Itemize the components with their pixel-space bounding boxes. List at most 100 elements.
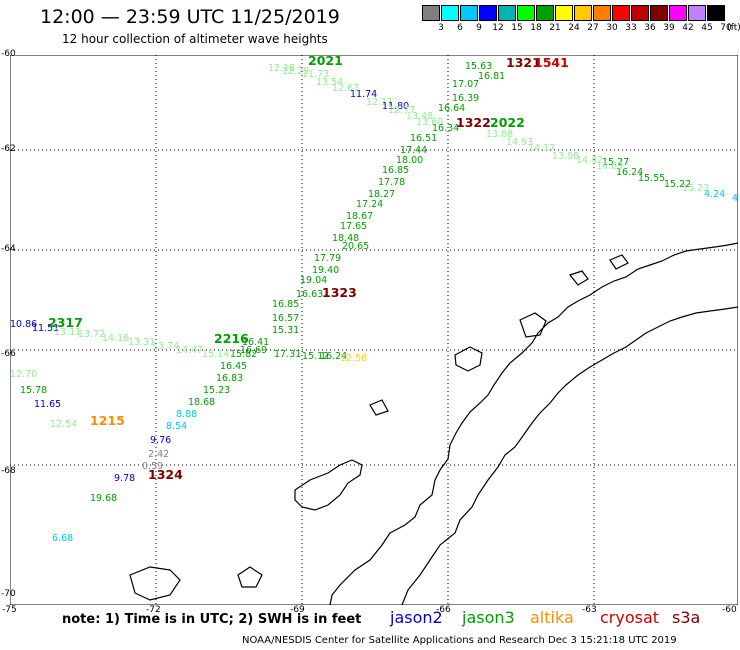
- wave-height-label: 14.69: [596, 161, 623, 172]
- legend-swatch: [574, 5, 592, 21]
- wave-height-label: 15.31: [272, 325, 299, 336]
- wave-height-label: 12.29: [282, 66, 309, 77]
- wave-height-label: 14.42: [576, 155, 603, 166]
- island-small-3: [369, 399, 389, 416]
- longitude-label: -60: [722, 605, 737, 615]
- wave-height-label: 17.78: [378, 177, 405, 188]
- wave-height-label: 15.82: [230, 349, 257, 360]
- legend-label: 30: [606, 23, 618, 33]
- legend-swatch: [422, 5, 440, 21]
- map-subtitle: 12 hour collection of altimeter wave hei…: [62, 32, 328, 46]
- wave-height-label: 15.78: [20, 385, 47, 396]
- wave-height-label: 19.68: [90, 493, 117, 504]
- time-label: 2317: [48, 315, 83, 330]
- longitude-label: -66: [436, 605, 451, 615]
- satellite-name: s3a: [672, 608, 701, 627]
- color-legend: 3 6 9 12 15 18 21 24 27 30 33 36 39 42 45 70 (ft): [422, 5, 740, 35]
- legend-label: 18: [530, 23, 542, 33]
- wave-height-label: 13.48: [406, 111, 433, 122]
- wave-height-label: 9.76: [150, 435, 171, 446]
- wave-height-label: 16.51: [410, 133, 437, 144]
- peninsula-coastline: [329, 242, 738, 605]
- wave-height-label: 13.88: [486, 129, 513, 140]
- island-brabant: [519, 312, 547, 338]
- wave-height-label: 13.72: [78, 329, 105, 340]
- wave-height-label: 16.45: [220, 361, 247, 372]
- legend-swatch: [631, 5, 649, 21]
- wave-height-label: 15.22: [682, 183, 709, 194]
- legend-color-bar: [422, 5, 726, 21]
- legend-swatch: [479, 5, 497, 21]
- coastline: [129, 242, 738, 605]
- wave-height-label: 19.40: [312, 265, 339, 276]
- latitude-label: -64: [1, 244, 16, 254]
- wave-height-label: 16.63: [296, 289, 323, 300]
- satellite-name: altika: [530, 608, 574, 627]
- inner-coast: [401, 306, 738, 605]
- island-anvers: [454, 346, 483, 372]
- legend-swatch: [517, 5, 535, 21]
- wave-height-label: 12.18: [268, 63, 295, 74]
- wave-height-label: 8.88: [176, 409, 197, 420]
- legend-label: 70: [720, 23, 732, 33]
- legend-label: 27: [587, 23, 599, 33]
- wave-height-label: 16.41: [242, 337, 269, 348]
- time-label: 1321: [506, 55, 541, 70]
- wave-height-label: 18.27: [368, 189, 395, 200]
- wave-height-label: 11.65: [34, 399, 61, 410]
- satellite-name: jason2: [390, 608, 443, 627]
- wave-height-label: 4.40: [732, 193, 738, 204]
- wave-height-label: 13.54: [316, 77, 343, 88]
- time-label: 1541: [534, 55, 569, 70]
- wave-height-label: 16.57: [272, 313, 299, 324]
- wave-height-label: 17.79: [314, 253, 341, 264]
- longitude-label: -75: [2, 605, 17, 615]
- wave-height-label: 12.67: [332, 83, 359, 94]
- wave-height-label: 16.34: [432, 123, 459, 134]
- wave-height-label: 9.78: [114, 473, 135, 484]
- legend-swatch: [688, 5, 706, 21]
- wave-height-label: 11.74: [350, 89, 377, 100]
- latitude-label: -70: [1, 589, 16, 599]
- satellite-name: jason3: [462, 608, 515, 627]
- wave-height-label: 4.24: [704, 189, 725, 200]
- map-frame: [10, 55, 738, 605]
- wave-height-label: 18.68: [188, 397, 215, 408]
- wave-height-label: 16.85: [382, 165, 409, 176]
- credit-line: NOAA/NESDIS Center for Satellite Applica…: [242, 635, 677, 646]
- longitude-label: -63: [582, 605, 597, 615]
- wave-height-label: 11.51: [32, 323, 59, 334]
- wave-height-label: 17.65: [340, 221, 367, 232]
- legend-label: 45: [701, 23, 713, 33]
- wave-height-label: 19.04: [300, 275, 327, 286]
- legend-label: 21: [549, 23, 561, 33]
- wave-height-label: 17.07: [452, 79, 479, 90]
- island-small-4: [237, 566, 263, 588]
- wave-height-label: 15.63: [465, 61, 492, 72]
- time-label: 1324: [148, 467, 183, 482]
- wave-height-label: 12.70: [10, 369, 37, 380]
- legend-label: 24: [568, 23, 580, 33]
- wave-height-label: 6.68: [52, 533, 73, 544]
- legend-swatch: [498, 5, 516, 21]
- wave-height-label: 15.14: [202, 349, 229, 360]
- longitude-label: -72: [146, 605, 161, 615]
- legend-label: (ft): [727, 23, 740, 33]
- wave-height-label: 14.93: [506, 137, 533, 148]
- wave-height-label: 11.73: [302, 69, 329, 80]
- legend-label: 6: [457, 23, 463, 33]
- time-label: 1323: [322, 285, 357, 300]
- legend-swatch: [441, 5, 459, 21]
- legend-label: 39: [663, 23, 675, 33]
- wave-height-label: 14.17: [528, 143, 555, 154]
- wave-height-label: 17.44: [400, 145, 427, 156]
- map-title: 12:00 — 23:59 UTC 11/25/2019: [40, 6, 340, 28]
- wave-height-label: 16.64: [438, 103, 465, 114]
- wave-height-label: 18.00: [396, 155, 423, 166]
- altimeter-map: 12.1812.2911.7313.5412.6711.7412.1111.80…: [10, 55, 738, 605]
- legend-label: 33: [625, 23, 637, 33]
- legend-swatch: [536, 5, 554, 21]
- wave-height-label: 16.69: [240, 345, 267, 356]
- legend-label: 3: [438, 23, 444, 33]
- legend-label: 15: [511, 23, 523, 33]
